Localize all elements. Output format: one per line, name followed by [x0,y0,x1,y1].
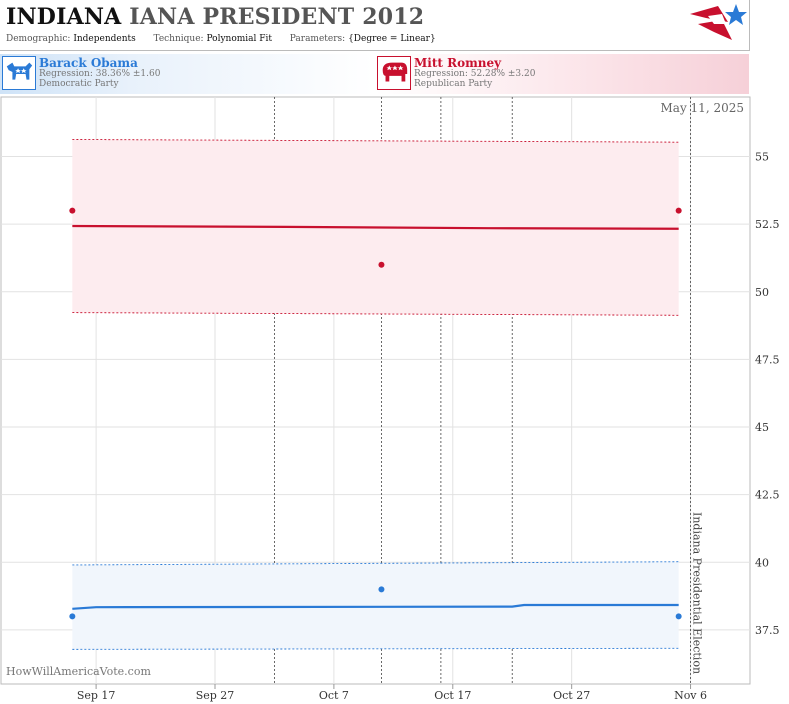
star-logo-icon [690,4,747,40]
x-tick-label: Sep 17 [77,689,116,702]
page-header: INDIANA IANA PRESIDENT 2012 Demographic:… [0,0,750,51]
title-state: INDIANA [6,4,122,30]
elephant-icon [377,56,411,90]
poll-point [69,613,76,620]
y-tick-label: 50 [755,286,769,299]
candidate-name: Mitt Romney [414,56,502,70]
technique-label: Technique: [153,34,204,44]
x-tick-label: Sep 27 [196,689,235,702]
y-tick-label: 52.5 [755,218,780,231]
page-title: INDIANA IANA PRESIDENT 2012 [6,4,424,30]
candidate-obama: Barack Obama Regression: 38.36% ±1.60 De… [0,54,374,94]
poll-chart: 37.5 40 42.5 45 47.5 50 52.5 55 Sep 17 Sep 27 Oct … [0,96,780,702]
band-upper-line [72,561,679,566]
demographic-value: Independents [73,34,136,44]
y-tick-label: 42.5 [755,489,780,502]
chart-parameters: Demographic: Independents Technique: Pol… [6,34,436,44]
fit-line [72,603,679,610]
candidate-romney: Mitt Romney Regression: 52.28% ±3.20 Rep… [375,54,749,94]
y-tick-label: 55 [755,151,769,164]
band-upper-line [72,139,679,143]
title-race: IANA PRESIDENT 2012 [129,4,425,30]
poll-point [675,613,682,620]
poll-point [378,586,385,593]
band-lower-line [72,312,679,316]
y-tick-label: 47.5 [755,353,780,366]
watermark: HowWillAmericaVote.com [6,665,151,678]
poll-point [69,207,76,214]
candidate-party: Democratic Party [39,79,119,89]
fit-line [72,224,679,230]
parameters-label: Parameters: [289,34,346,44]
poll-point [378,261,385,268]
x-tick-label: Nov 6 [674,689,707,702]
candidate-regression: Regression: 52.28% ±3.20 [414,69,536,79]
parameters-value: {Degree = Linear} [348,34,436,44]
x-tick-label: Oct 17 [434,689,471,702]
poll-point [675,207,682,214]
donkey-icon [2,56,36,90]
technique-value: Polynomial Fit [206,34,272,44]
candidate-regression: Regression: 38.36% ±1.60 [39,69,161,79]
confidence-band [72,561,679,650]
demographic-label: Demographic: [6,34,71,44]
y-tick-label: 40 [755,556,769,569]
date-label: May 11, 2025 [661,101,744,115]
y-tick-label: 45 [755,421,769,434]
x-tick-label: Oct 27 [553,689,590,702]
candidate-legend: Barack Obama Regression: 38.36% ±1.60 De… [0,54,749,94]
election-label: Indiana Presidential Election [691,512,704,674]
candidate-name: Barack Obama [39,56,138,70]
candidate-party: Republican Party [414,79,493,89]
band-lower-line [72,647,679,650]
y-tick-label: 37.5 [755,624,780,637]
x-tick-label: Oct 7 [319,689,349,702]
